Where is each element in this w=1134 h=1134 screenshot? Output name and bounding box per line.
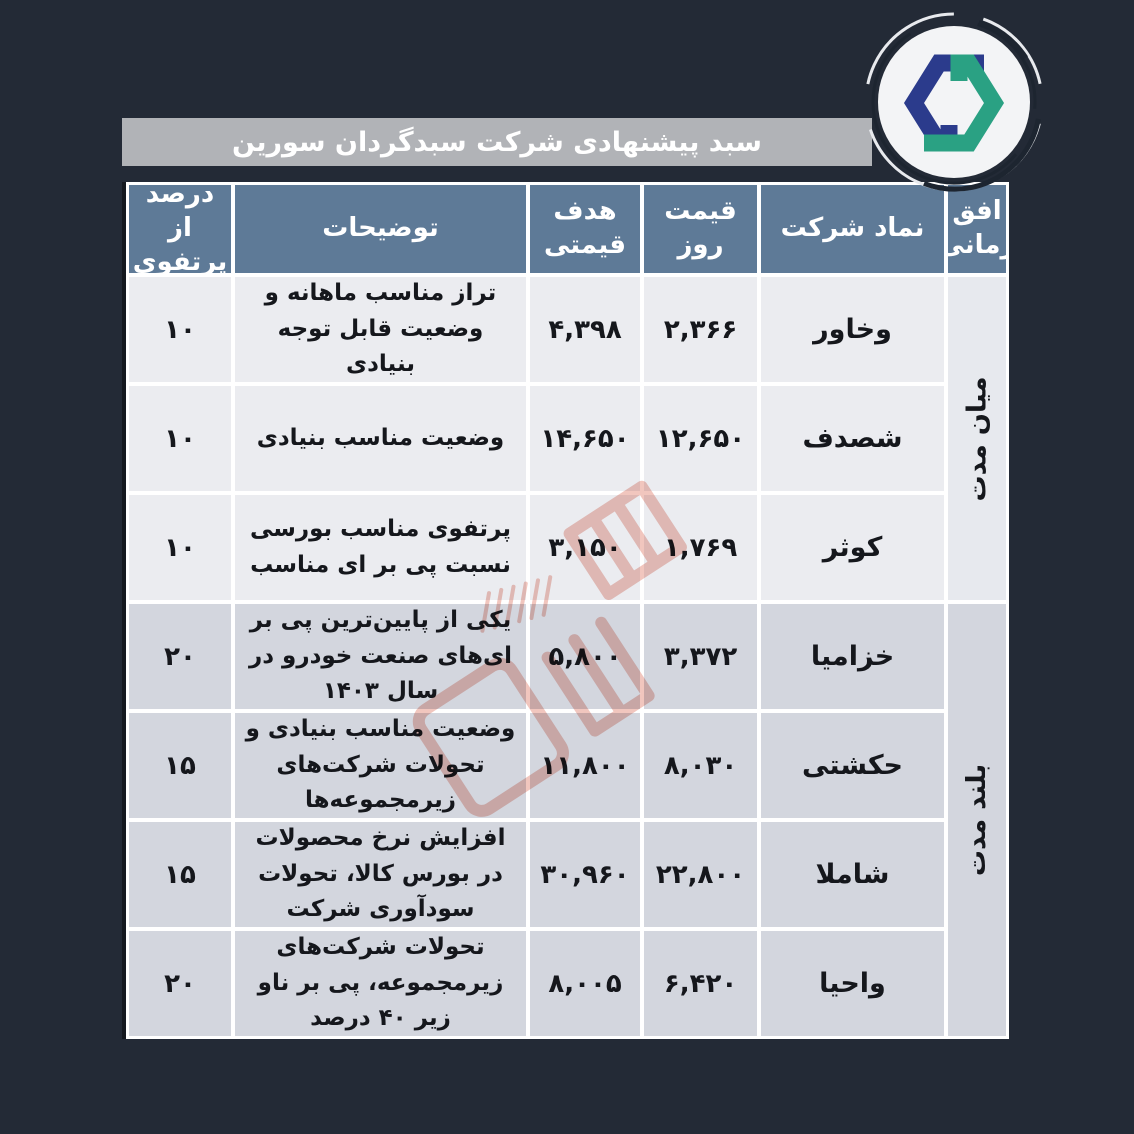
percent-cell: ۱۵ (129, 713, 231, 818)
header-notes: توضیحات (235, 185, 526, 273)
page-title-text: سبد پیشنهادی شرکت سبدگردان سورین (232, 126, 762, 158)
day-price-cell: ۸,۰۳۰ (644, 713, 757, 818)
header-symbol: نماد شرکت (761, 185, 944, 273)
notes-cell: افزایش نرخ محصولات در بورس کالا، تحولات … (235, 822, 526, 927)
header-horizon: افق زمانی (948, 185, 1006, 273)
horizon-group-long: بلند مدت (948, 604, 1006, 1036)
notes-cell: وضعیت مناسب بنیادی (235, 386, 526, 491)
notes-cell: تحولات شرکت‌های زیرمجموعه، پی بر ناو زیر… (235, 931, 526, 1036)
header-target-price: هدف قیمتی (530, 185, 640, 273)
percent-cell: ۱۰ (129, 277, 231, 382)
symbol-cell: کوثر (761, 495, 944, 600)
notes-cell: تراز مناسب ماهانه و وضعیت قابل توجه بنیا… (235, 277, 526, 382)
sorin-logo (864, 12, 1044, 192)
percent-cell: ۱۰ (129, 386, 231, 491)
notes-cell: وضعیت مناسب بنیادی و تحولات شرکت‌های زیر… (235, 713, 526, 818)
day-price-cell: ۲,۳۶۶ (644, 277, 757, 382)
horizon-group-mid: میان مدت (948, 277, 1006, 600)
target-price-cell: ۳,۱۵۰ (530, 495, 640, 600)
percent-cell: ۱۰ (129, 495, 231, 600)
page-title: سبد پیشنهادی شرکت سبدگردان سورین (122, 118, 872, 166)
logo-hex-teal (924, 54, 1005, 152)
day-price-cell: ۲۲,۸۰۰ (644, 822, 757, 927)
logo-badge-circle (878, 26, 1030, 178)
symbol-cell: شاملا (761, 822, 944, 927)
day-price-cell: ۳,۳۷۲ (644, 604, 757, 709)
portfolio-table: افق زمانی نماد شرکت قیمت روز هدف قیمتی ت… (122, 182, 1009, 1039)
target-price-cell: ۳۰,۹۶۰ (530, 822, 640, 927)
day-price-cell: ۱,۷۶۹ (644, 495, 757, 600)
target-price-cell: ۸,۰۰۵ (530, 931, 640, 1036)
horizon-group-long-label: بلند مدت (962, 763, 992, 877)
target-price-cell: ۱۴,۶۵۰ (530, 386, 640, 491)
day-price-cell: ۱۲,۶۵۰ (644, 386, 757, 491)
symbol-cell: حکشتی (761, 713, 944, 818)
percent-cell: ۱۵ (129, 822, 231, 927)
target-price-cell: ۴,۳۹۸ (530, 277, 640, 382)
header-percent: درصد از پرتفوی (129, 185, 231, 273)
symbol-cell: واحیا (761, 931, 944, 1036)
target-price-cell: ۵,۸۰۰ (530, 604, 640, 709)
notes-cell: پرتفوی مناسب بورسی نسبت پی بر ای مناسب (235, 495, 526, 600)
horizon-group-mid-label: میان مدت (962, 376, 992, 501)
header-day-price: قیمت روز (644, 185, 757, 273)
symbol-cell: وخاور (761, 277, 944, 382)
symbol-cell: شصدف (761, 386, 944, 491)
symbol-cell: خزامیا (761, 604, 944, 709)
percent-cell: ۲۰ (129, 604, 231, 709)
percent-cell: ۲۰ (129, 931, 231, 1036)
day-price-cell: ۶,۴۲۰ (644, 931, 757, 1036)
target-price-cell: ۱۱,۸۰۰ (530, 713, 640, 818)
notes-cell: یکی از پایین‌ترین پی بر ای‌های صنعت خودر… (235, 604, 526, 709)
